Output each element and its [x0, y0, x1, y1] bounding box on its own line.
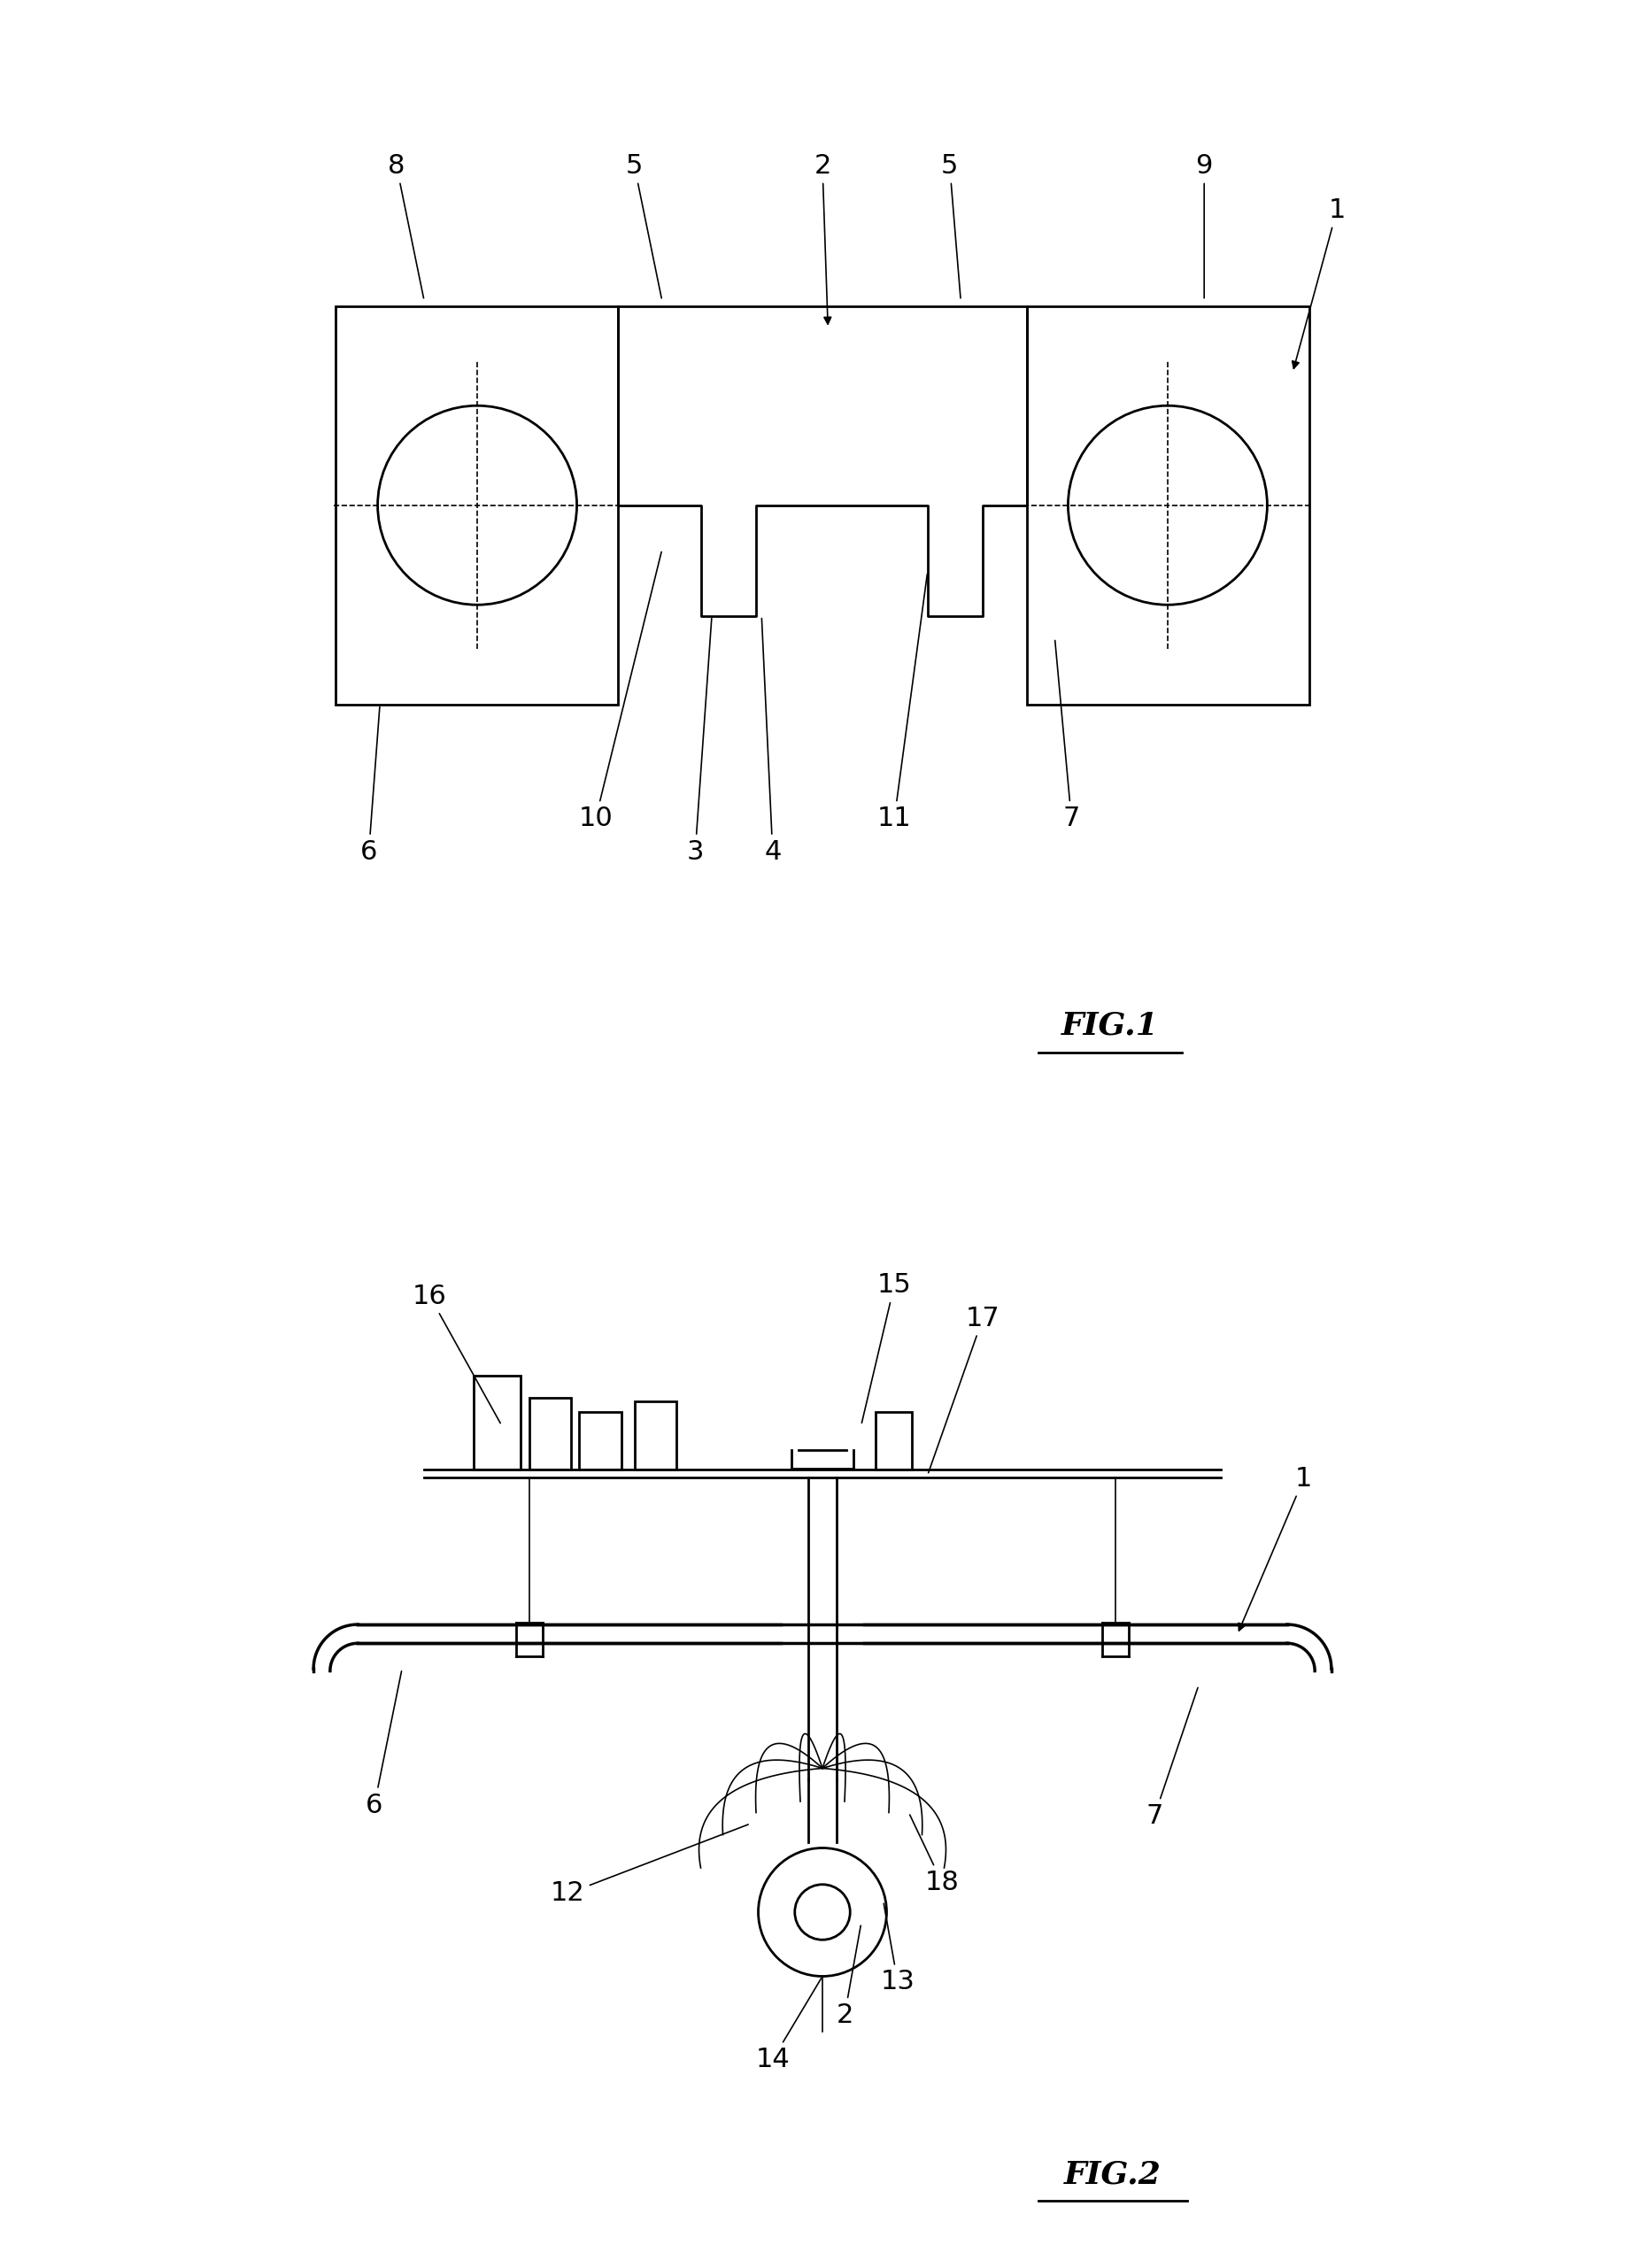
Text: 1: 1: [1238, 1465, 1312, 1631]
Bar: [1026, 306, 1309, 705]
Text: 1: 1: [1292, 197, 1345, 367]
Text: 18: 18: [909, 1814, 958, 1896]
Text: 5: 5: [625, 152, 661, 297]
Text: 11: 11: [876, 574, 927, 832]
Text: 5: 5: [940, 152, 960, 297]
Bar: [579, 1413, 621, 1470]
Text: 7: 7: [1054, 640, 1080, 832]
Bar: [875, 1413, 911, 1470]
Text: 16: 16: [413, 1284, 500, 1424]
Text: 2: 2: [835, 1926, 860, 2028]
Text: FIG.1: FIG.1: [1060, 1009, 1157, 1041]
Text: FIG.2: FIG.2: [1064, 2159, 1161, 2189]
Text: 13: 13: [880, 1903, 914, 1996]
Text: 14: 14: [755, 1978, 820, 2073]
Bar: [473, 1377, 520, 1470]
Text: 8: 8: [388, 152, 424, 297]
Bar: [635, 1402, 676, 1470]
Text: 6: 6: [360, 708, 380, 864]
Bar: [529, 1397, 570, 1470]
Bar: [335, 306, 618, 705]
Text: 15: 15: [861, 1272, 911, 1422]
Text: 3: 3: [686, 619, 712, 864]
Text: 7: 7: [1146, 1687, 1197, 1828]
Text: 17: 17: [927, 1306, 1000, 1472]
Text: 9: 9: [1195, 152, 1212, 297]
Text: 12: 12: [551, 1823, 748, 1907]
Text: 4: 4: [761, 619, 781, 864]
Text: 10: 10: [579, 551, 661, 832]
Text: 6: 6: [365, 1672, 401, 1819]
Text: 2: 2: [814, 152, 830, 324]
